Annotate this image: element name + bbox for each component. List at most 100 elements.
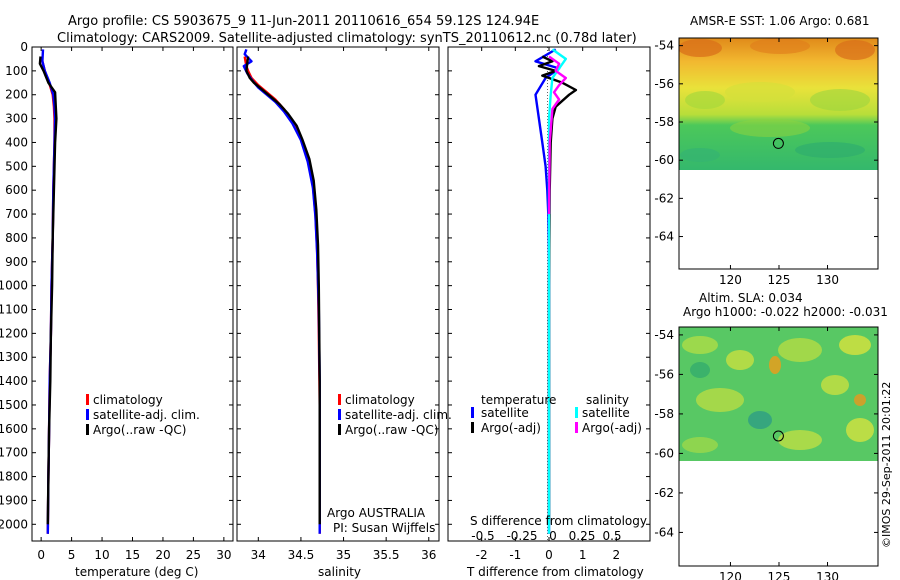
legend-heading-temperature: temperature [481, 393, 556, 407]
difference-x2label: S difference from climatology [470, 514, 647, 528]
depth-tick-label: 1400 [0, 374, 28, 388]
difference-plot [534, 48, 578, 534]
salinity-x-axis: 34 34.5 35 35.5 36 [251, 47, 436, 562]
x2-tick-label: 0.5 [602, 529, 621, 543]
legend-label: satellite-adj. clim. [93, 408, 200, 422]
lat-tick-label: -54 [654, 328, 674, 342]
temperature-xlabel: temperature (deg C) [75, 565, 198, 579]
sst-field [679, 38, 878, 170]
series-line [547, 48, 567, 534]
x-tick-label: 1 [579, 548, 587, 562]
depth-tick-label: 900 [5, 255, 28, 269]
difference-legend: temperature salinity satellite Argo(-adj… [471, 393, 642, 435]
depth-tick-label: 0 [20, 40, 28, 54]
x2-tick-label: 0 [549, 529, 557, 543]
depth-axis: 0 100 200 300 400 500 600 700 800 900 1000 1100 1200… [0, 40, 650, 531]
depth-tick-label: 500 [5, 159, 28, 173]
depth-tick-label: 1100 [0, 303, 28, 317]
legend-label: satellite [582, 406, 630, 420]
salinity-plot [242, 48, 321, 534]
argo-position-marker [772, 137, 784, 149]
salinity-panel-frame [236, 46, 440, 542]
figure-title-line2: Climatology: CARS2009. Satellite-adjuste… [57, 31, 637, 46]
x-tick-label: 5 [68, 548, 76, 562]
sla-field [679, 327, 878, 461]
lon-tick-label: 120 [719, 273, 742, 287]
x-tick-label: 20 [155, 548, 170, 562]
depth-tick-label: 1000 [0, 279, 28, 293]
depth-tick-label: 1900 [0, 493, 28, 507]
legend-swatch-s-satellite [575, 407, 578, 418]
x-tick-label: -1 [509, 548, 521, 562]
depth-tick-label: 1700 [0, 446, 28, 460]
lat-tick-label: -64 [654, 525, 674, 539]
lat-tick-label: -56 [654, 77, 674, 91]
lon-tick-label: 125 [768, 570, 791, 580]
lat-tick-label: -60 [654, 446, 674, 460]
float-owner-note: Argo AUSTRALIA [327, 506, 426, 520]
legend-swatch-satellite-adj [338, 409, 341, 420]
legend-label: Argo(..raw -QC) [93, 423, 186, 437]
legend-swatch-s-argo [575, 422, 578, 433]
depth-tick-label: 300 [5, 112, 28, 126]
depth-tick-label: 100 [5, 64, 28, 78]
depth-tick-label: 700 [5, 207, 28, 221]
temperature-plot [38, 49, 58, 534]
series-line [547, 55, 567, 215]
legend-swatch-argo [338, 424, 341, 435]
series-line [38, 56, 58, 525]
lat-tick-label: -62 [654, 486, 674, 500]
copyright-credit: ©IMOS 29-Sep-2011 20:01:22 [880, 381, 893, 548]
x2-tick-label: -0.25 [506, 529, 537, 543]
sla-map-title-line2: Argo h1000: -0.022 h2000: -0.031 [683, 305, 888, 319]
x-tick-label: -2 [476, 548, 488, 562]
depth-tick-label: 1300 [0, 350, 28, 364]
temperature-panel-frame [31, 46, 234, 542]
depth-tick-label: 1200 [0, 326, 28, 340]
series-line [245, 56, 321, 525]
x-tick-label: 30 [216, 548, 231, 562]
x-tick-label: 0 [545, 548, 553, 562]
sst-map-axes: -54 -56 -58 -60 -62 -64 120 125 130 [654, 38, 878, 287]
legend-swatch-t-argo [471, 422, 474, 433]
temperature-x-axis: 0 5 10 15 20 25 30 [37, 47, 232, 562]
lon-tick-label: 120 [719, 570, 742, 580]
depth-tick-label: 1600 [0, 422, 28, 436]
x-tick-label: 15 [125, 548, 140, 562]
x-tick-label: 34.5 [288, 548, 315, 562]
legend-heading-salinity: salinity [586, 393, 629, 407]
float-pi-note: PI: Susan Wijffels [333, 521, 435, 535]
legend-swatch-climatology [86, 394, 89, 405]
lat-tick-label: -56 [654, 367, 674, 381]
legend-swatch-argo [86, 424, 89, 435]
figure-title-line1: Argo profile: CS 5903675_9 11-Jun-2011 2… [68, 14, 539, 29]
depth-tick-label: 800 [5, 231, 28, 245]
lat-tick-label: -58 [654, 115, 674, 129]
lat-tick-label: -60 [654, 153, 674, 167]
legend-label: Argo(-adj) [481, 421, 541, 435]
salinity-legend: climatology satellite-adj. clim. Argo(..… [338, 393, 452, 437]
lon-tick-label: 130 [816, 273, 839, 287]
depth-tick-label: 400 [5, 135, 28, 149]
salinity-xlabel: salinity [318, 565, 361, 579]
series-line [537, 55, 578, 525]
x2-tick-label: -0.5 [471, 529, 494, 543]
lat-tick-label: -62 [654, 191, 674, 205]
depth-tick-label: 2000 [0, 517, 28, 531]
x-tick-label: 36 [421, 548, 436, 562]
sst-map-title: AMSR-E SST: 1.06 Argo: 0.681 [690, 14, 870, 28]
salinity-difference-axis: -0.5 -0.25 0 0.25 0.5 [471, 529, 621, 543]
legend-swatch-climatology [338, 394, 341, 405]
x2-tick-label: 0.25 [569, 529, 596, 543]
lon-tick-label: 125 [768, 273, 791, 287]
x-tick-label: 35.5 [373, 548, 400, 562]
argo-position-marker [772, 430, 784, 442]
legend-label: climatology [345, 393, 415, 407]
legend-label: satellite [481, 406, 529, 420]
depth-tick-label: 1500 [0, 398, 28, 412]
difference-xlabel: T difference from climatology [466, 565, 644, 579]
series-line [243, 56, 321, 534]
legend-swatch-satellite-adj [86, 409, 89, 420]
legend-label: satellite-adj. clim. [345, 408, 452, 422]
